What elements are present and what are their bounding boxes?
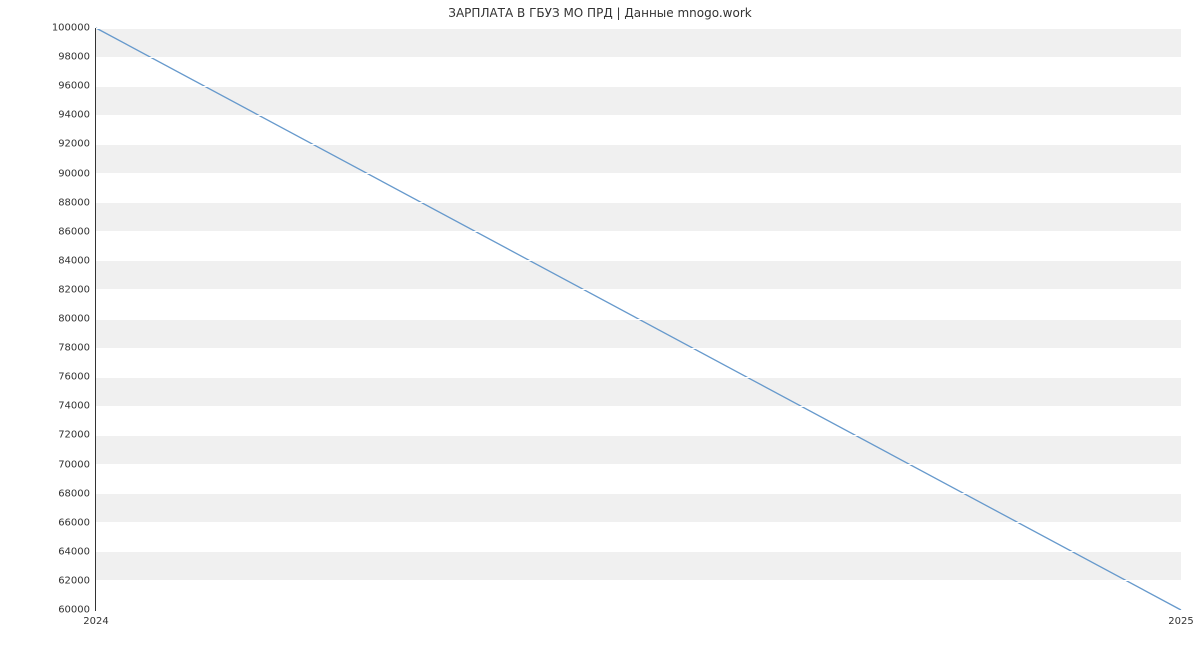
y-gridline xyxy=(96,348,1181,349)
y-gridline xyxy=(96,115,1181,116)
y-tick-label: 84000 xyxy=(58,255,96,266)
x-tick-label: 2024 xyxy=(83,610,108,627)
y-gridline xyxy=(96,580,1181,581)
y-gridline xyxy=(96,522,1181,523)
y-gridline xyxy=(96,551,1181,552)
y-tick-label: 74000 xyxy=(58,401,96,412)
y-tick-label: 98000 xyxy=(58,52,96,63)
y-tick-label: 86000 xyxy=(58,226,96,237)
y-tick-label: 100000 xyxy=(52,23,96,34)
plot-area: 6000062000640006600068000700007200074000… xyxy=(95,28,1181,611)
y-tick-label: 64000 xyxy=(58,546,96,557)
line-chart: ЗАРПЛАТА В ГБУЗ МО ПРД | Данные mnogo.wo… xyxy=(0,0,1200,650)
y-gridline xyxy=(96,231,1181,232)
y-gridline xyxy=(96,28,1181,29)
y-tick-label: 70000 xyxy=(58,459,96,470)
x-tick-label: 2025 xyxy=(1168,610,1193,627)
y-tick-label: 68000 xyxy=(58,488,96,499)
y-tick-label: 76000 xyxy=(58,372,96,383)
y-gridline xyxy=(96,202,1181,203)
y-gridline xyxy=(96,57,1181,58)
y-gridline xyxy=(96,406,1181,407)
y-gridline xyxy=(96,260,1181,261)
y-gridline xyxy=(96,86,1181,87)
y-gridline xyxy=(96,319,1181,320)
y-gridline xyxy=(96,289,1181,290)
y-tick-label: 72000 xyxy=(58,430,96,441)
y-tick-label: 90000 xyxy=(58,168,96,179)
y-tick-label: 92000 xyxy=(58,139,96,150)
y-tick-label: 88000 xyxy=(58,197,96,208)
y-tick-label: 94000 xyxy=(58,110,96,121)
y-tick-label: 96000 xyxy=(58,81,96,92)
y-tick-label: 66000 xyxy=(58,517,96,528)
y-gridline xyxy=(96,610,1181,611)
chart-title: ЗАРПЛАТА В ГБУЗ МО ПРД | Данные mnogo.wo… xyxy=(0,6,1200,20)
y-tick-label: 78000 xyxy=(58,343,96,354)
y-gridline xyxy=(96,173,1181,174)
y-gridline xyxy=(96,464,1181,465)
y-gridline xyxy=(96,377,1181,378)
y-gridline xyxy=(96,144,1181,145)
y-tick-label: 80000 xyxy=(58,314,96,325)
y-gridline xyxy=(96,435,1181,436)
y-gridline xyxy=(96,493,1181,494)
y-tick-label: 82000 xyxy=(58,284,96,295)
y-tick-label: 62000 xyxy=(58,575,96,586)
